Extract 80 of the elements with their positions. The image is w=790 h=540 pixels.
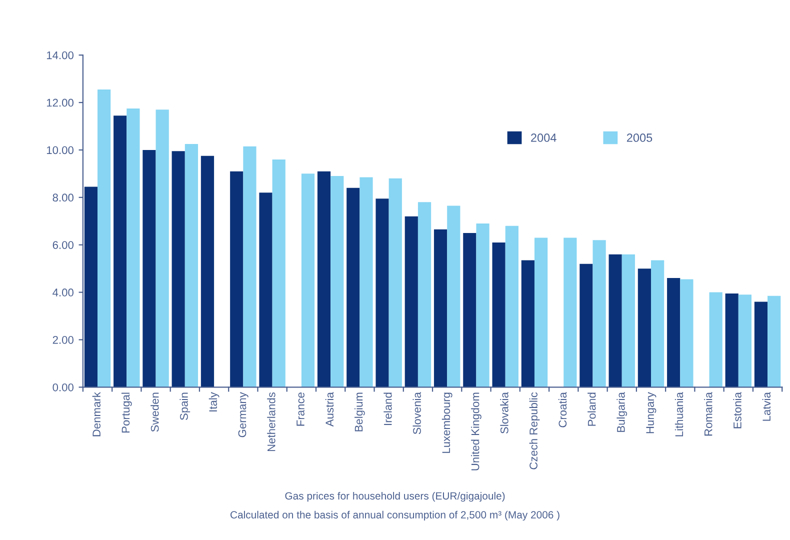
bar [301, 174, 315, 388]
x-tick-label: Slovenia [412, 392, 421, 434]
bar [725, 293, 738, 388]
bar [592, 240, 606, 388]
x-tick-label: Denmark [92, 392, 100, 436]
y-tick-label: 14.00 [46, 51, 74, 60]
bar [184, 144, 198, 388]
text: Gas prices for household users (EUR/gigajoule) [285, 492, 505, 502]
bar [200, 156, 214, 388]
bar [272, 159, 286, 388]
y-tick-label: 12.00 [46, 98, 74, 107]
x-tick-label: Bulgaria [616, 392, 628, 432]
x-tick-label: Spain [180, 392, 190, 420]
bar [388, 178, 402, 388]
x-tick-label: Czech Republic [529, 392, 540, 470]
y-tick-label: 0.00 [52, 383, 74, 392]
bar [330, 176, 344, 388]
bar [434, 229, 448, 388]
bar [376, 198, 389, 388]
bar [418, 202, 432, 388]
x-tick-label: France [296, 392, 304, 426]
x-tick-label: Estonia [733, 392, 742, 428]
bar [230, 171, 244, 388]
bar [680, 279, 694, 388]
bar [476, 224, 490, 388]
bar [505, 226, 518, 388]
x-tick-label: Slovakia [500, 392, 508, 434]
text: Calculated on the basis of annual consumption of 2,500 m³ (May 2006 ) [230, 510, 560, 521]
x-tick-label: Netherlands [267, 392, 276, 452]
x-tick-label: Sweden [150, 392, 159, 432]
legend-label: 2004 [531, 134, 556, 142]
x-tick-label: Portugal [121, 392, 132, 433]
x-tick-label: Lithuania [674, 392, 684, 436]
bar [564, 238, 577, 388]
y-tick-label: 4.00 [52, 288, 74, 296]
bar [98, 89, 111, 388]
x-tick-label: Belgium [354, 392, 365, 432]
x-tick-label: Romania [704, 392, 712, 436]
x-tick-label: Poland [588, 392, 596, 426]
bar [243, 146, 256, 388]
bar [738, 294, 752, 388]
legend-label: 2005 [626, 134, 652, 142]
x-tick-label: Italy [208, 392, 220, 412]
bar [172, 151, 185, 388]
x-tick-label: Croatia [558, 392, 567, 428]
x-tick-label: Hungary [646, 392, 656, 434]
bar [709, 292, 722, 388]
bar [259, 192, 272, 388]
x-tick-label: Latvia [762, 392, 771, 421]
bar [346, 188, 360, 388]
bar [114, 116, 127, 388]
y-tick-label: 6.00 [52, 241, 74, 249]
bar [622, 254, 635, 388]
x-tick-label: Austria [325, 392, 334, 427]
x-tick-label: United Kingdom [471, 392, 482, 470]
bar [404, 216, 418, 388]
bar [463, 232, 476, 388]
bar [360, 177, 373, 388]
bar [492, 242, 506, 388]
bar [142, 150, 156, 388]
x-tick-label: Ireland [384, 392, 392, 425]
bar [608, 254, 622, 388]
x-tick-label: Germany [238, 392, 248, 438]
bar [84, 186, 98, 388]
x-tick-label: Luxembourg [442, 392, 452, 453]
bar [447, 206, 460, 388]
bar [156, 110, 169, 388]
bar [580, 264, 593, 388]
y-tick-label: 8.00 [52, 194, 74, 202]
bar [667, 278, 680, 388]
bar [534, 238, 548, 388]
y-tick-label: 10.00 [46, 146, 74, 154]
bar [521, 260, 534, 388]
bar [754, 302, 768, 388]
bar [651, 260, 664, 388]
y-tick-label: 2.00 [52, 336, 74, 344]
bar [768, 296, 781, 388]
bar [317, 171, 331, 388]
bar [638, 268, 652, 388]
bar [126, 108, 140, 388]
